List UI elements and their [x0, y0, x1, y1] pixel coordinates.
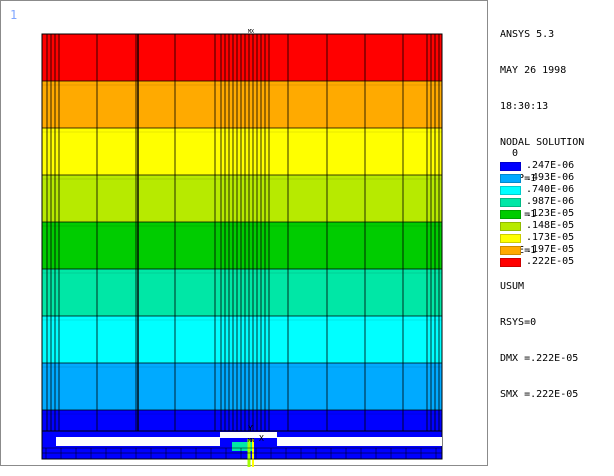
contour-band: [42, 269, 442, 316]
legend-row: .123E-05: [500, 208, 610, 220]
legend-swatch: [500, 258, 521, 267]
annotation-line-solution-type: NODAL SOLUTION: [500, 137, 585, 148]
legend-row: .148E-05: [500, 220, 610, 232]
annotation-line-result: USUM: [500, 281, 525, 292]
contour-band: [42, 222, 442, 269]
legend-swatch: [500, 162, 521, 171]
legend-label: .493E-06: [526, 172, 575, 183]
annotation-line-time: 18:30:13: [500, 101, 549, 112]
annotation-line-dmx: DMX =.222E-05: [500, 353, 579, 364]
base-notch: [220, 432, 277, 438]
window-number: 1: [10, 8, 18, 22]
legend-label: .740E-06: [526, 184, 575, 195]
contour-band: [42, 316, 442, 363]
legend-label: .987E-06: [526, 196, 575, 207]
annotation-line-date: MAY 26 1998: [500, 65, 567, 76]
legend-row: .987E-06: [500, 196, 610, 208]
legend-label: .222E-05: [526, 256, 575, 267]
base-slot-right: [277, 437, 442, 446]
legend-swatch: [500, 234, 521, 243]
graphics-window: 1 MX MN Y X: [0, 0, 488, 467]
x-axis-label: X: [259, 434, 264, 443]
legend-swatch: [500, 174, 521, 183]
legend-zero-label: 0: [512, 148, 519, 159]
annotation-line-software: ANSYS 5.3: [500, 29, 555, 40]
legend-swatch: [500, 186, 521, 195]
legend-row: .173E-05: [500, 232, 610, 244]
legend-swatch: [500, 246, 521, 255]
contour-band: [42, 128, 442, 175]
base-structure: [41, 430, 443, 467]
contour-band: [42, 81, 442, 128]
minimum-node-region: [232, 442, 254, 451]
y-axis-label: Y: [248, 424, 253, 433]
mesh-lines: [41, 33, 443, 460]
legend-row: .222E-05: [500, 256, 610, 268]
legend-row: .247E-06: [500, 160, 610, 172]
legend-label: .173E-05: [526, 232, 575, 243]
legend-row: .740E-06: [500, 184, 610, 196]
max-marker: MX: [248, 29, 254, 35]
legend-swatch: [500, 210, 521, 219]
contour-plot: MX MN Y X: [41, 29, 443, 467]
contour-band: [42, 363, 442, 410]
contour-bands: [42, 34, 442, 457]
base-slot-left: [56, 437, 220, 446]
legend-label: .148E-05: [526, 220, 575, 231]
annotation-line-rsys: RSYS=0: [500, 317, 537, 328]
legend-row: .197E-05: [500, 244, 610, 256]
contour-band: [42, 34, 442, 81]
legend-label: .123E-05: [526, 208, 575, 219]
legend-label: .197E-05: [526, 244, 575, 255]
legend-swatch: [500, 198, 521, 207]
min-marker: MN: [248, 438, 254, 444]
legend-label: .247E-06: [526, 160, 575, 171]
legend-row: .493E-06: [500, 172, 610, 184]
annotation-line-smx: SMX =.222E-05: [500, 389, 579, 400]
contour-band: [42, 175, 442, 222]
legend-swatch: [500, 222, 521, 231]
